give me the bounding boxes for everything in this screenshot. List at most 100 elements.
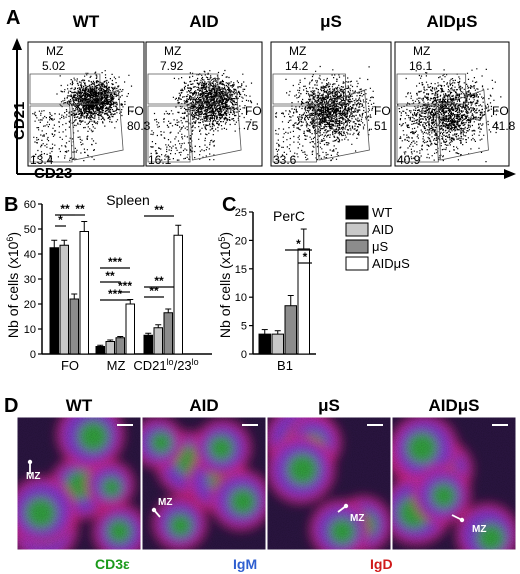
significance-marker: *** xyxy=(108,287,122,301)
y-tick-label: 20 xyxy=(24,299,36,311)
flow-events xyxy=(275,65,376,162)
histology-genotype-3: μS xyxy=(318,396,340,415)
category-cd21lo-23lo: CD21lo/23lo xyxy=(133,357,198,373)
panel-label-d: D xyxy=(4,395,18,417)
bar-wt xyxy=(49,247,59,355)
legend-swatch-3 xyxy=(345,239,369,254)
significance-marker: ** xyxy=(154,203,164,217)
y-tick-label: 25 xyxy=(235,207,247,219)
stain-label-igd: IgD xyxy=(370,556,393,572)
significance-marker: *** xyxy=(118,279,132,293)
bar-aid xyxy=(105,341,115,355)
bar-aidμs xyxy=(173,234,183,355)
category-mz: MZ xyxy=(107,358,126,373)
perc-y-axis-label: Nb of cells (x105) xyxy=(217,232,233,338)
legend-label-1: WT xyxy=(372,205,392,220)
low-percent: 40.9 xyxy=(397,153,421,167)
flow-event-cloud xyxy=(275,65,376,162)
genotype-header-2: AID xyxy=(189,12,218,31)
category-fo: FO xyxy=(61,358,79,373)
mz-gate-label: MZ xyxy=(164,44,181,58)
legend-label-4: AIDμS xyxy=(372,256,410,271)
tissue-texture xyxy=(17,417,141,550)
significance-marker: * xyxy=(58,213,63,227)
low-gate xyxy=(272,105,318,163)
flow-plot-frame xyxy=(394,41,510,167)
stain-label-igm: IgM xyxy=(233,556,257,572)
y-label-main: Nb of cells (x10 xyxy=(217,241,233,338)
spleen-y-axis-label: Nb of cells (x106) xyxy=(5,232,21,338)
fo-percent: 75 xyxy=(245,119,259,133)
significance-marker: * xyxy=(296,237,301,251)
significance-marker: ** xyxy=(75,202,85,216)
histology-image-1: MZ xyxy=(16,416,142,551)
fo-percent: 51 xyxy=(374,119,388,133)
histology-image-2: MZ xyxy=(141,416,267,551)
flow-events xyxy=(150,69,258,161)
low-percent: 16.1 xyxy=(148,153,172,167)
tissue-texture xyxy=(267,417,391,550)
significance-marker: ** xyxy=(154,274,164,288)
fo-percent: 80.3 xyxy=(127,119,151,133)
y-tick-label: 5 xyxy=(241,321,247,333)
cd21-arrowhead xyxy=(12,38,22,50)
image-frame xyxy=(391,416,517,551)
fo-gate xyxy=(437,89,489,161)
mz-percent: 5.02 xyxy=(42,59,66,73)
fo-gate xyxy=(316,89,370,161)
genotype-header-1: WT xyxy=(73,12,100,31)
tissue-texture xyxy=(142,417,266,550)
y-tick-label: 20 xyxy=(235,235,247,247)
significance-marker: ** xyxy=(105,269,115,283)
tissue-texture xyxy=(392,417,516,550)
mz-arrowhead xyxy=(459,517,465,523)
low-gate xyxy=(29,105,73,163)
mz-gate-label: MZ xyxy=(46,44,63,58)
bar-μs xyxy=(284,305,297,355)
flow-plot-frame xyxy=(27,41,145,167)
histology-genotype-1: WT xyxy=(66,396,93,415)
flow-event-cloud xyxy=(397,68,502,163)
histology-layers xyxy=(17,417,141,550)
y-label-main: Nb of cells (x10 xyxy=(5,241,21,338)
category-lo: lo xyxy=(167,357,174,367)
y-label-exponent: 5 xyxy=(217,237,227,242)
bar-aid xyxy=(59,244,69,355)
mz-region-label: MZ xyxy=(158,497,172,508)
y-label-close: ) xyxy=(217,232,233,237)
bar-μs xyxy=(163,312,173,355)
histology-layers xyxy=(142,417,266,550)
low-percent: 33.6 xyxy=(273,153,297,167)
bar-aid xyxy=(271,333,284,355)
bar-μs xyxy=(69,298,79,355)
cd21-axis-label: CD21 xyxy=(11,102,28,140)
legend-label-3: μS xyxy=(372,239,388,254)
y-tick-label: 10 xyxy=(24,324,36,336)
genotype-header-3: μS xyxy=(320,12,342,31)
panel-label-b: B xyxy=(4,194,18,216)
bar-wt xyxy=(95,346,105,355)
bar-aid xyxy=(153,327,163,355)
low-percent: 13.4 xyxy=(30,153,54,167)
y-tick-label: 60 xyxy=(24,199,36,211)
mz-arrowhead xyxy=(151,507,157,513)
mz-arrowhead xyxy=(27,459,33,465)
y-tick-label: 15 xyxy=(235,264,247,276)
histology-panel: MZ WT MZ AID MZ μS MZ AIDμS xyxy=(16,396,517,551)
legend-label-2: AID xyxy=(372,222,394,237)
legend-swatch-1 xyxy=(345,205,369,220)
panel-label-c: C xyxy=(222,194,236,216)
fo-gate-label: FO xyxy=(245,104,262,118)
histology-genotype-4: AIDμS xyxy=(428,396,479,415)
fo-gate-label: FO xyxy=(127,104,144,118)
fo-gate xyxy=(71,89,124,161)
bar-wt xyxy=(258,333,271,355)
flow-plot-frame xyxy=(145,41,263,167)
y-label-close: ) xyxy=(5,232,21,237)
